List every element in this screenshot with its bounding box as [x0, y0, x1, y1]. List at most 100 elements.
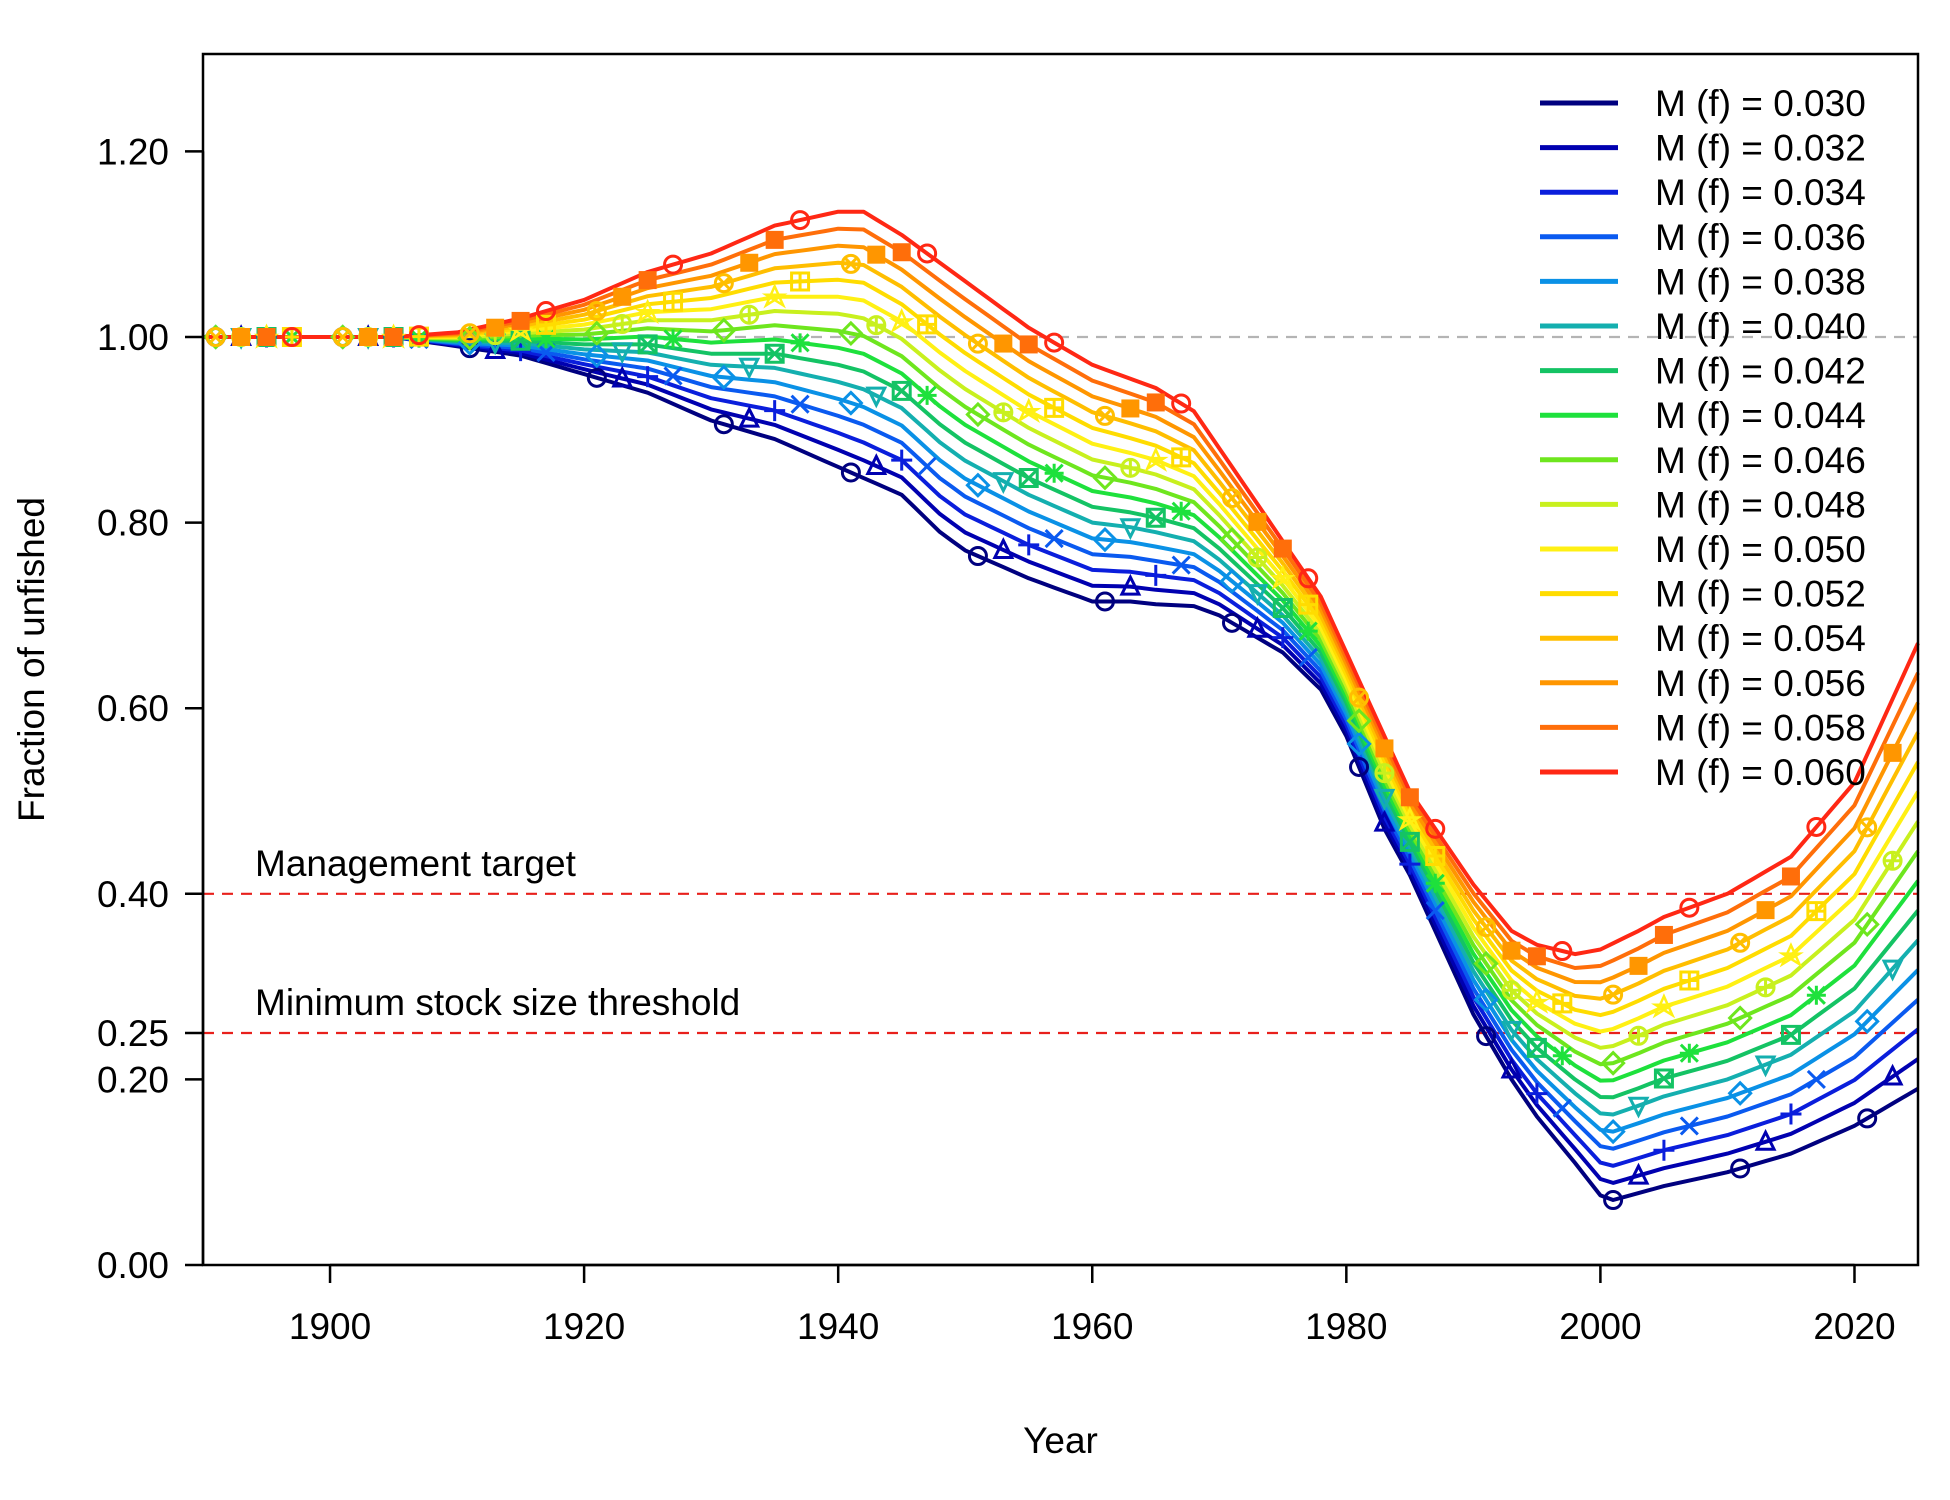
- series-13-marker: [1756, 901, 1775, 920]
- legend-label-2: M (f) = 0.034: [1655, 172, 1866, 213]
- y-tick-label: 1.00: [97, 317, 169, 358]
- series-0-marker: [840, 462, 861, 483]
- series-12-marker: [1222, 488, 1243, 509]
- series-4-marker: [1473, 987, 1499, 1013]
- series-5-marker: [1119, 518, 1142, 541]
- series-10-marker: [1651, 993, 1677, 1019]
- series-14-marker: [892, 243, 911, 262]
- series-14-marker: [765, 230, 784, 249]
- series-12-marker: [840, 253, 861, 274]
- series-15-marker: [536, 301, 556, 322]
- series-5-marker: [1373, 788, 1396, 811]
- series-7-marker: [1298, 621, 1318, 641]
- legend-label-14: M (f) = 0.058: [1655, 707, 1866, 748]
- y-tick-label: 0.60: [97, 688, 169, 729]
- series-9-marker: [866, 315, 887, 336]
- series-0-marker: [713, 414, 734, 435]
- y-tick-label: 0.80: [97, 503, 169, 544]
- series-6-marker: [1018, 468, 1039, 489]
- series-6-marker: [1526, 1037, 1547, 1058]
- series-8-marker: [1092, 465, 1118, 491]
- series-9-marker: [739, 304, 760, 325]
- x-tick-label: 1980: [1305, 1306, 1387, 1347]
- series-11-marker: [1425, 846, 1446, 867]
- series-4-marker: [1854, 1008, 1880, 1034]
- series-13-marker: [867, 245, 886, 264]
- series-4-marker: [1600, 1118, 1626, 1145]
- series-7-marker: [663, 329, 683, 349]
- series-10-marker: [1778, 942, 1804, 968]
- series-15-marker: [281, 327, 302, 347]
- series-0-marker: [967, 546, 988, 567]
- series-14-marker: [1527, 947, 1546, 966]
- series-3-marker: [1806, 1069, 1826, 1089]
- series-9-marker: [1247, 547, 1268, 568]
- series-5-marker: [865, 386, 888, 409]
- series-6-marker: [1145, 507, 1166, 528]
- series-12-marker: [1349, 687, 1370, 708]
- series-6-marker: [1780, 1024, 1801, 1045]
- x-axis: 1900 1920 1940 1960 1980 2000 2020: [289, 1263, 1896, 1347]
- series-14-marker: [257, 328, 276, 346]
- series-3-marker: [1298, 647, 1318, 668]
- series-1-marker: [611, 365, 634, 388]
- series-14-marker: [1273, 539, 1292, 558]
- series-2-marker: [1145, 564, 1167, 586]
- series-markers-11: [281, 271, 1827, 1014]
- series-0-marker: [1730, 1158, 1751, 1179]
- series-10-marker: [1396, 805, 1423, 832]
- series-12-marker: [713, 273, 734, 294]
- series-7-marker: [1171, 501, 1191, 521]
- legend-label-3: M (f) = 0.036: [1655, 217, 1866, 258]
- series-markers-14: [257, 230, 1800, 966]
- series-2-marker: [891, 449, 913, 471]
- series-8-marker: [584, 320, 610, 346]
- series-12-marker: [967, 333, 988, 354]
- legend-label-6: M (f) = 0.042: [1655, 351, 1866, 392]
- series-10-marker: [1523, 988, 1550, 1014]
- legend-label-11: M (f) = 0.052: [1655, 574, 1866, 615]
- legend-label-9: M (f) = 0.048: [1655, 484, 1866, 525]
- series-14-marker: [1400, 788, 1419, 807]
- series-6-marker: [1399, 831, 1420, 852]
- series-8-marker: [711, 317, 737, 343]
- series-10-marker: [1269, 564, 1296, 590]
- series-15-marker: [663, 254, 684, 275]
- series-1-marker: [1881, 1063, 1904, 1086]
- legend-label-12: M (f) = 0.054: [1655, 618, 1866, 659]
- series-2-marker: [1780, 1103, 1802, 1125]
- series-9-marker: [612, 314, 633, 334]
- series-0-marker: [1094, 591, 1115, 612]
- series-12-marker: [1476, 917, 1497, 938]
- series-7-marker: [1425, 873, 1445, 893]
- series-7-marker: [1044, 463, 1064, 483]
- series-13-marker: [1121, 399, 1140, 418]
- management-target-label: Management target: [255, 843, 577, 884]
- series-6-marker: [1272, 597, 1293, 618]
- series-1-marker: [1627, 1162, 1650, 1185]
- series-9-marker: [1120, 457, 1141, 478]
- series-0-marker: [1349, 756, 1370, 777]
- series-2-marker: [637, 366, 659, 388]
- legend-label-0: M (f) = 0.030: [1655, 83, 1866, 124]
- series-13-marker: [613, 287, 632, 306]
- series-12-marker: [586, 301, 607, 321]
- series-12-marker: [1094, 405, 1115, 426]
- series-5-marker: [992, 472, 1015, 495]
- series-4-marker: [1727, 1080, 1753, 1106]
- series-6-marker: [764, 343, 785, 364]
- series-9-marker: [1628, 1025, 1649, 1046]
- series-3-marker: [1425, 900, 1445, 921]
- series-8-marker: [1346, 708, 1372, 734]
- series-12-marker: [1857, 817, 1878, 838]
- series-5-marker: [611, 342, 634, 365]
- y-tick-label: 0.40: [97, 874, 169, 915]
- series-5-marker: [1627, 1096, 1650, 1119]
- series-10-marker: [761, 283, 788, 309]
- y-tick-label: 0.00: [97, 1245, 169, 1286]
- x-tick-label: 1920: [543, 1306, 625, 1347]
- minimum-stock-threshold-label: Minimum stock size threshold: [255, 982, 740, 1023]
- series-11-marker: [1806, 901, 1827, 922]
- x-axis-title: Year: [1023, 1420, 1098, 1461]
